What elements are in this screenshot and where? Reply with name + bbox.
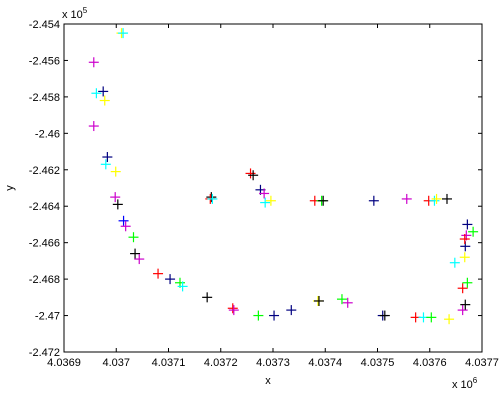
data-point-marker xyxy=(336,294,347,305)
y-exponent-label: x 105 xyxy=(62,6,88,21)
data-point-marker xyxy=(462,277,473,288)
svg-text:x 105: x 105 xyxy=(62,6,88,21)
y-tick-label: -2.462 xyxy=(29,165,60,177)
x-exponent-power: 6 xyxy=(473,376,478,385)
data-point-marker xyxy=(286,305,297,316)
data-point-marker xyxy=(318,195,329,206)
data-point-marker xyxy=(118,28,129,39)
y-exponent-base: x 10 xyxy=(62,9,83,21)
x-tick-label: 4.0372 xyxy=(204,357,238,369)
x-exponent-base: x 10 xyxy=(452,379,473,391)
data-point-marker xyxy=(98,86,109,97)
data-point-marker xyxy=(429,195,440,206)
x-tick-label: 4.037 xyxy=(102,357,130,369)
data-point-marker xyxy=(207,193,218,204)
data-point-marker xyxy=(459,252,470,263)
data-point-marker xyxy=(468,226,479,237)
axes-box xyxy=(63,23,483,353)
data-point-marker xyxy=(88,121,99,132)
data-point-marker xyxy=(449,257,460,268)
data-point-marker xyxy=(102,152,113,163)
data-point-marker xyxy=(342,297,353,308)
data-point-marker xyxy=(459,234,470,245)
y-tick-label: -2.46 xyxy=(35,128,60,140)
data-point-marker xyxy=(259,188,270,199)
y-tick-label: -2.468 xyxy=(29,274,60,286)
data-point-marker xyxy=(401,193,412,204)
y-tick-label: -2.466 xyxy=(29,238,60,250)
x-axis-ticks: 4.0369 4.037 4.0371 4.0372 4.0373 4.0374 4.037… xyxy=(47,24,499,369)
y-tick-label: -2.458 xyxy=(29,92,60,104)
x-tick-label: 4.0374 xyxy=(308,357,342,369)
data-point-marker xyxy=(99,95,110,106)
data-point-marker xyxy=(110,166,121,177)
data-point-marker xyxy=(130,248,141,259)
y-tick-label: -2.454 xyxy=(29,19,60,31)
y-tick-label: -2.47 xyxy=(35,311,60,323)
data-point-marker xyxy=(253,310,264,321)
data-point-marker xyxy=(134,254,145,265)
x-axis-label: x xyxy=(265,375,271,387)
data-point-marker xyxy=(457,305,468,316)
data-point-marker xyxy=(260,197,271,208)
y-tick-label: -2.464 xyxy=(29,201,60,213)
data-point-marker xyxy=(245,168,256,179)
data-point-marker xyxy=(91,88,102,99)
data-point-marker xyxy=(110,192,121,203)
data-point-marker xyxy=(444,314,455,325)
data-point-marker xyxy=(202,292,213,303)
x-exponent-label: x 106 xyxy=(452,376,478,391)
data-point-marker xyxy=(426,312,437,323)
y-tick-label: -2.472 xyxy=(29,347,60,359)
x-tick-label: 4.0375 xyxy=(361,357,395,369)
data-point-marker xyxy=(100,159,111,170)
y-axis-label: y xyxy=(4,185,16,191)
x-tick-label: 4.0373 xyxy=(256,357,290,369)
data-point-marker xyxy=(88,57,99,68)
x-tick-label: 4.0369 xyxy=(47,357,81,369)
data-point-marker xyxy=(153,268,164,279)
data-point-marker xyxy=(128,232,139,243)
data-point-marker xyxy=(120,221,131,232)
data-point-marker xyxy=(269,310,280,321)
y-axis-ticks: -2.472 -2.47 -2.468 -2.466 -2.464 -2.462 -2.46… xyxy=(29,19,482,359)
data-point-marker xyxy=(118,215,129,226)
x-tick-label: 4.0376 xyxy=(413,357,447,369)
y-exponent-power: 5 xyxy=(83,6,88,15)
svg-text:x 106: x 106 xyxy=(452,376,478,391)
data-point-marker xyxy=(313,295,324,306)
data-point-marker xyxy=(248,170,259,181)
data-point-marker xyxy=(112,199,123,210)
data-point-marker xyxy=(462,219,473,230)
data-point-marker xyxy=(227,303,238,314)
data-point-marker xyxy=(441,193,452,204)
y-tick-label: -2.456 xyxy=(29,55,60,67)
data-points xyxy=(88,28,479,325)
data-point-marker xyxy=(228,305,239,316)
data-point-marker xyxy=(265,195,276,206)
x-tick-label: 4.0377 xyxy=(465,357,499,369)
data-point-marker xyxy=(368,195,379,206)
axes-frame xyxy=(63,23,483,353)
data-point-marker xyxy=(165,274,176,285)
data-point-marker xyxy=(379,310,390,321)
data-point-marker xyxy=(460,299,471,310)
x-tick-label: 4.0371 xyxy=(152,357,186,369)
data-point-marker xyxy=(177,281,188,292)
data-point-marker xyxy=(457,283,468,294)
data-point-marker xyxy=(431,193,442,204)
data-point-marker xyxy=(206,192,217,203)
